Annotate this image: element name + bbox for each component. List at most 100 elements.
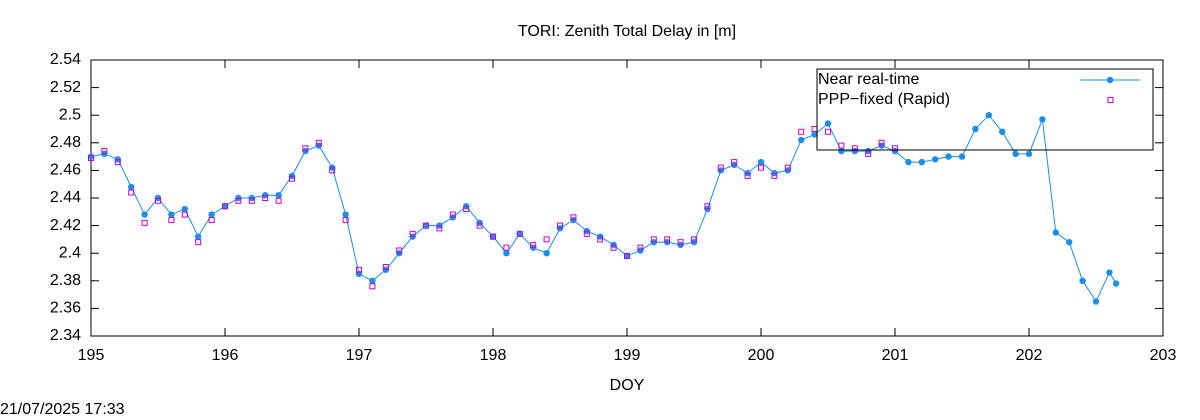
point (396, 247, 403, 254)
y-tick-label: 2.5 (59, 106, 81, 123)
x-tick-label: 203 (1150, 347, 1177, 364)
point (369, 283, 376, 290)
point (168, 217, 175, 224)
x-tick-label: 200 (748, 347, 775, 364)
point (798, 128, 805, 135)
x-tick-label: 199 (614, 347, 641, 364)
point (235, 197, 242, 204)
point (302, 145, 309, 152)
point (409, 230, 416, 237)
point (771, 172, 778, 179)
point (677, 239, 684, 246)
point (851, 145, 858, 152)
point (1066, 238, 1073, 246)
point (1025, 150, 1033, 158)
point (838, 142, 845, 149)
point (1092, 298, 1100, 305)
x-axis-label: DOY (610, 377, 645, 394)
point (918, 158, 925, 166)
point (744, 172, 751, 179)
y-tick-label: 2.54 (50, 51, 81, 68)
point (329, 167, 336, 174)
point (262, 195, 269, 201)
point (623, 252, 631, 260)
point (248, 197, 255, 204)
point (141, 219, 148, 226)
y-tick-label: 2.46 (50, 162, 81, 179)
point (422, 222, 430, 229)
point (195, 233, 202, 240)
point (892, 145, 898, 152)
y-tick-label: 2.42 (50, 217, 81, 234)
point (503, 250, 510, 257)
y-tick-label: 2.36 (50, 300, 81, 317)
point (1079, 277, 1086, 284)
point (798, 136, 805, 144)
y-tick-label: 2.52 (50, 79, 81, 96)
point (516, 230, 523, 238)
point (222, 203, 228, 210)
point (597, 236, 604, 243)
y-tick-label: 2.4 (59, 244, 81, 261)
point (128, 189, 135, 196)
timestamp: 21/07/2025 17:33 (0, 401, 125, 418)
legend-marker (1107, 97, 1114, 103)
point (356, 266, 362, 273)
point (275, 192, 282, 199)
point (369, 277, 376, 284)
x-tick-label: 195 (78, 347, 105, 364)
point (704, 203, 711, 210)
point (624, 252, 630, 259)
point (516, 230, 523, 237)
point (878, 139, 885, 146)
point (543, 250, 550, 257)
point (811, 126, 818, 132)
point (275, 197, 282, 204)
point (972, 125, 979, 133)
point (610, 244, 617, 251)
point (503, 244, 510, 251)
point (141, 211, 148, 218)
point (664, 236, 671, 243)
point (155, 197, 161, 204)
point (221, 203, 229, 210)
point (650, 236, 657, 243)
point (208, 211, 215, 218)
legend-label: PPP−fixed (Rapid) (818, 91, 950, 108)
point (985, 112, 992, 119)
point (838, 147, 845, 155)
point (999, 128, 1006, 135)
point (757, 158, 765, 166)
point (717, 164, 724, 171)
legend-label: Near real-time (818, 71, 919, 88)
point (784, 164, 791, 171)
point (1012, 150, 1019, 158)
point (557, 222, 563, 229)
point (101, 148, 108, 155)
point (449, 211, 456, 218)
point (114, 159, 121, 166)
point (583, 230, 590, 237)
point (315, 139, 322, 146)
point (905, 158, 912, 166)
x-tick-label: 197 (346, 347, 373, 364)
point (181, 211, 188, 218)
legend-box (816, 68, 1154, 151)
point (382, 264, 389, 270)
point (570, 214, 577, 221)
chart-title: TORI: Zenith Total Delay in [m] (518, 23, 736, 40)
y-tick-label: 2.44 (50, 189, 81, 206)
point (195, 239, 202, 246)
x-tick-label: 196 (212, 347, 239, 364)
point (489, 233, 497, 240)
point (824, 120, 832, 127)
legend-marker (1106, 76, 1114, 84)
point (543, 236, 550, 243)
point (1052, 229, 1060, 236)
point (423, 222, 429, 229)
y-tick-label: 2.48 (50, 134, 81, 151)
y-tick-label: 2.38 (50, 272, 81, 289)
point (168, 211, 175, 218)
y-tick-label: 2.34 (50, 327, 81, 344)
